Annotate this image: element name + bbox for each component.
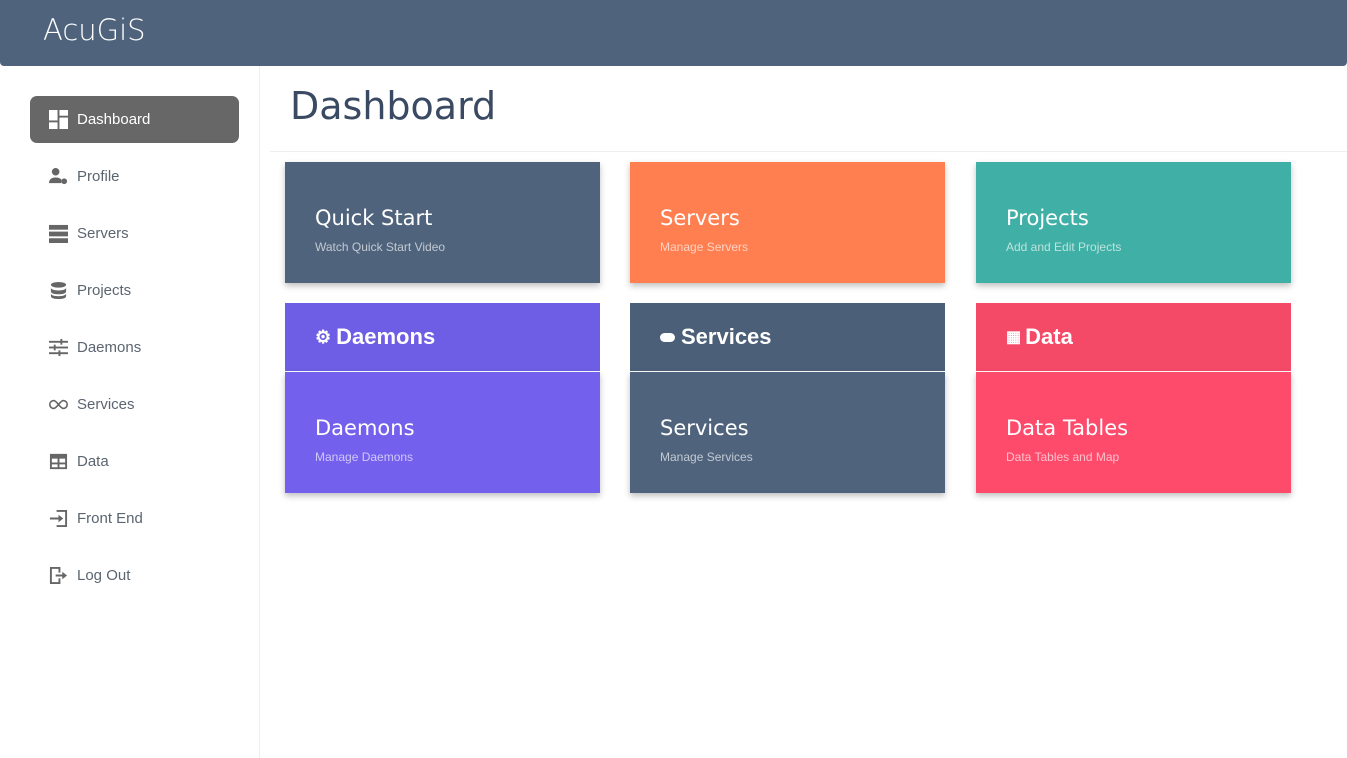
card-data-tables[interactable]: Data Tables Data Tables and Map (976, 372, 1291, 493)
sidebar-item-services[interactable]: Services (30, 381, 239, 428)
header-label: Data (1025, 324, 1073, 349)
user-gear-icon (49, 167, 68, 185)
sidebar-item-label: Profile (77, 168, 120, 185)
sidebar-item-label: Projects (77, 282, 132, 299)
sidebar-item-label: Servers (77, 225, 129, 242)
card-title: Projects (1006, 206, 1089, 230)
card-projects[interactable]: Projects Add and Edit Projects (976, 162, 1291, 283)
card-subtitle: Manage Servers (660, 240, 749, 254)
sidebar-item-data[interactable]: Data (30, 438, 239, 485)
sign-out-icon (49, 566, 68, 585)
divider (270, 151, 1347, 152)
brand-logo[interactable]: AcuGiS (43, 13, 146, 47)
page-title: Dashboard (290, 84, 497, 128)
sidebar-item-front-end[interactable]: Front End (30, 495, 239, 542)
card-title: Servers (660, 206, 740, 230)
sidebar-item-profile[interactable]: Profile (30, 153, 239, 200)
top-bar: AcuGiS (0, 0, 1347, 66)
sidebar-item-daemons[interactable]: Daemons (30, 324, 239, 371)
sidebar-item-log-out[interactable]: Log Out (30, 552, 239, 599)
sidebar-item-dashboard[interactable]: Dashboard (30, 96, 239, 143)
card-services[interactable]: Services Manage Services (630, 372, 945, 493)
infinity-icon (49, 399, 68, 410)
dashboard-icon (49, 110, 68, 129)
card-title: Daemons (315, 416, 415, 440)
header-label: Services (681, 324, 772, 349)
database-icon (50, 281, 67, 300)
header-label: Daemons (336, 324, 436, 349)
card-title: Quick Start (315, 206, 433, 230)
card-title: Data Tables (1006, 416, 1129, 440)
card-servers[interactable]: Servers Manage Servers (630, 162, 945, 283)
sign-in-icon (49, 509, 68, 528)
sidebar-item-label: Daemons (77, 339, 142, 356)
services-header: Services (630, 303, 945, 371)
sidebar-item-label: Dashboard (77, 111, 151, 128)
card-subtitle: Data Tables and Map (1006, 450, 1120, 464)
sidebar-item-projects[interactable]: Projects (30, 267, 239, 314)
sidebar-item-label: Services (77, 396, 135, 413)
card-title: Services (660, 416, 749, 440)
toggle-icon (660, 332, 675, 342)
table-icon: ▦ (1006, 329, 1022, 346)
card-subtitle: Manage Daemons (315, 450, 414, 464)
sidebar-item-servers[interactable]: Servers (30, 210, 239, 257)
daemons-header: ⚙ Daemons (285, 303, 600, 371)
card-subtitle: Watch Quick Start Video (315, 240, 446, 254)
sidebar-item-label: Data (77, 453, 109, 470)
card-subtitle: Add and Edit Projects (1006, 240, 1122, 254)
server-icon (49, 224, 68, 243)
sidebar-item-label: Log Out (77, 567, 131, 584)
table-icon (49, 453, 68, 470)
card-subtitle: Manage Services (660, 450, 753, 464)
sidebar-item-label: Front End (77, 510, 143, 527)
data-header: ▦ Data (976, 303, 1291, 371)
card-daemons[interactable]: Daemons Manage Daemons (285, 372, 600, 493)
sidebar: Dashboard Profile Servers Projects Daemo… (0, 66, 260, 758)
card-quick-start[interactable]: Quick Start Watch Quick Start Video (285, 162, 600, 283)
gear-icon: ⚙ (315, 326, 332, 347)
sliders-icon (49, 338, 68, 357)
